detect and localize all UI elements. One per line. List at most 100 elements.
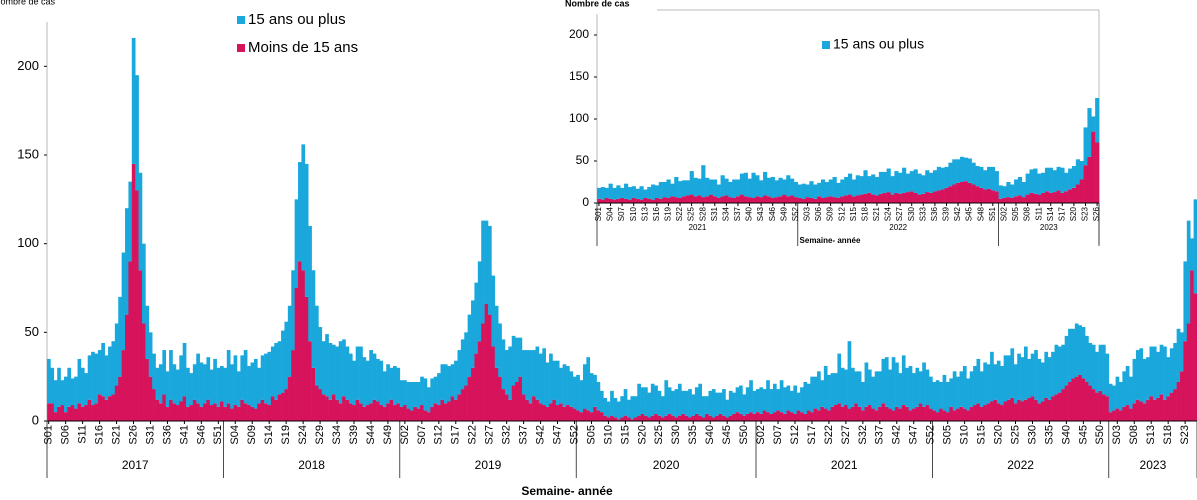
bar-segment <box>800 412 804 421</box>
bar-segment <box>912 408 916 421</box>
x-tick-label: S02 <box>1000 206 1009 221</box>
bar-segment <box>875 195 880 203</box>
bar-segment <box>304 163 309 297</box>
bar-segment <box>1091 131 1096 203</box>
bar-segment <box>101 342 105 397</box>
x-tick-label: S07 <box>617 206 626 221</box>
bar-segment <box>720 196 725 203</box>
bar-segment <box>708 390 713 416</box>
x-tick-label: S05 <box>942 425 954 445</box>
bar-segment <box>948 162 953 187</box>
bar-segment <box>793 197 799 203</box>
bar-segment <box>206 357 211 400</box>
bar-segment <box>898 373 903 409</box>
bar-segment <box>739 194 745 203</box>
bar-segment <box>1021 182 1026 198</box>
bar-segment <box>91 405 95 421</box>
bar-segment <box>886 192 891 203</box>
bar-segment <box>579 380 584 413</box>
bar-segment <box>182 342 187 397</box>
bar-segment <box>1078 374 1082 421</box>
bar-segment <box>1183 341 1188 421</box>
x-tick-label: S18 <box>860 206 869 221</box>
bar-segment <box>898 193 903 203</box>
y-tick-label: 150 <box>17 146 39 161</box>
group-label: 2021 <box>689 223 707 232</box>
bar-segment <box>314 385 319 421</box>
bar-segment <box>399 406 404 421</box>
x-tick-label: S08 <box>1128 425 1140 445</box>
bar-segment <box>1176 381 1181 421</box>
bar-segment <box>855 195 860 203</box>
bar-segment <box>840 406 845 421</box>
bar-segment <box>430 406 435 421</box>
bar-segment <box>651 184 656 200</box>
bar-segment <box>84 373 89 406</box>
bar-segment <box>247 405 251 421</box>
bar-segment <box>172 364 177 404</box>
bar-segment <box>654 197 660 203</box>
bar-segment <box>925 369 930 406</box>
bar-segment <box>1029 169 1034 193</box>
bar-segment <box>1083 127 1088 166</box>
bar-segment <box>967 158 972 183</box>
bar-segment <box>912 373 916 409</box>
bar-segment <box>233 405 238 421</box>
bar-segment <box>1041 172 1046 193</box>
bar-segment <box>1020 401 1025 421</box>
bar-segment <box>596 381 601 411</box>
bar-segment <box>973 405 977 421</box>
bar-segment <box>832 197 837 203</box>
bar-segment <box>674 197 679 203</box>
bar-segment <box>643 197 648 203</box>
bar-segment <box>959 156 965 182</box>
bar-segment <box>311 270 316 368</box>
bar-segment <box>172 403 177 421</box>
y-tick-label: 200 <box>569 27 589 41</box>
x-tick-label: S11 <box>77 425 89 444</box>
bar-segment <box>620 187 625 198</box>
bar-segment <box>393 366 397 406</box>
y-axis-title: Nombre de cas <box>0 0 56 6</box>
bar-segment <box>145 358 150 421</box>
y-tick-label: 150 <box>569 69 589 83</box>
bar-segment <box>650 415 655 421</box>
bar-segment <box>101 396 105 421</box>
bar-segment <box>633 417 638 421</box>
bar-segment <box>213 403 217 421</box>
bar-segment <box>971 162 976 185</box>
bar-segment <box>813 408 818 421</box>
y-tick-label: 100 <box>569 111 589 125</box>
bar-segment <box>501 389 506 421</box>
bar-segment <box>631 197 636 203</box>
bar-segment <box>47 403 51 421</box>
bar-segment <box>257 367 262 404</box>
bar-segment <box>1033 193 1038 203</box>
bar-segment <box>515 337 519 382</box>
bar-segment <box>1060 192 1065 203</box>
bar-segment <box>372 399 377 421</box>
bar-segment <box>623 415 628 421</box>
bar-segment <box>50 367 55 404</box>
bar-segment <box>878 193 884 203</box>
bar-segment <box>1102 344 1106 395</box>
bar-segment <box>440 399 445 421</box>
bar-segment <box>60 405 65 421</box>
bar-segment <box>884 357 889 407</box>
bar-segment <box>1041 192 1046 203</box>
bar-segment <box>962 366 967 409</box>
bar-segment <box>1017 176 1023 196</box>
bar-segment <box>658 182 663 199</box>
bar-segment <box>599 412 604 421</box>
bar-segment <box>772 412 777 421</box>
x-tick-label: S23 <box>1081 206 1090 221</box>
bar-segment <box>94 403 99 421</box>
bar-segment <box>80 367 85 407</box>
bar-segment <box>169 350 173 400</box>
bar-segment <box>755 175 760 197</box>
bar-segment <box>806 383 811 411</box>
bar-segment <box>600 187 606 200</box>
bar-segment <box>837 403 842 421</box>
bar-segment <box>223 406 228 421</box>
bar-segment <box>817 182 822 197</box>
